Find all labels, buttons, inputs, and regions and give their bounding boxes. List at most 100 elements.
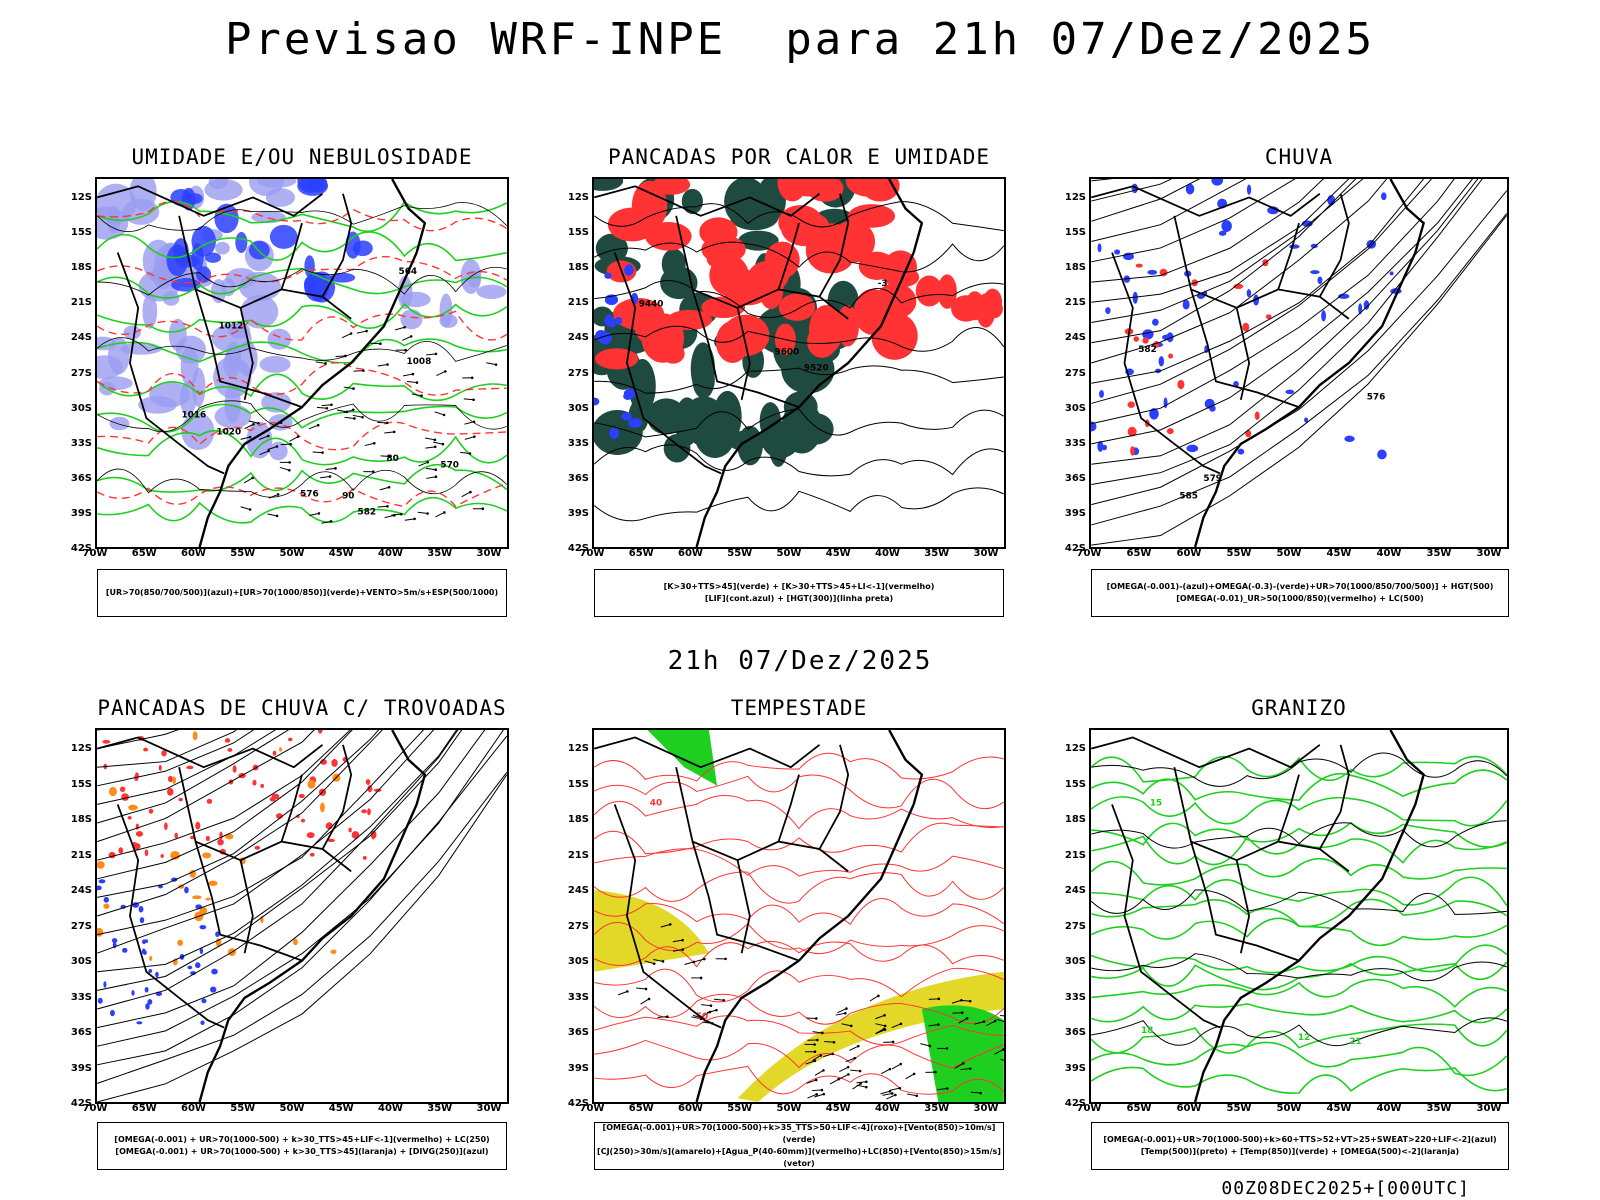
lat-tick-label: 36S	[567, 1027, 589, 1038]
contour-label: 9600	[775, 347, 800, 357]
wind-vector	[856, 1084, 867, 1088]
contour-label: 579	[1203, 474, 1222, 484]
wind-vector	[905, 1073, 915, 1080]
divergence-area	[142, 939, 146, 945]
wind-vector	[433, 441, 443, 445]
state-border	[239, 860, 254, 954]
map-trovoadas	[95, 728, 509, 1104]
thunder-red	[127, 815, 132, 820]
rain-area	[1130, 446, 1135, 456]
wind-vector	[433, 445, 437, 449]
thunder-orange	[103, 903, 110, 909]
wind-vector	[461, 491, 471, 498]
state-border	[594, 736, 821, 769]
thunder-red	[119, 786, 126, 793]
temperature-850-contour	[1091, 1023, 1507, 1054]
convection-area	[777, 179, 808, 202]
streamline	[97, 730, 383, 917]
wind-vector	[882, 1092, 893, 1096]
humidity-core	[235, 231, 248, 253]
lat-tick-label: 24S	[1064, 332, 1086, 344]
temperature-850-contour	[1091, 917, 1507, 947]
lat-tick-label: 33S	[1064, 437, 1086, 449]
wind-vector	[937, 997, 941, 1001]
thickness-contour	[97, 310, 507, 341]
thunder-red	[160, 854, 164, 858]
divergence-area	[110, 1009, 115, 1017]
wind-vector	[248, 435, 252, 439]
temperature-850-contour	[1091, 876, 1507, 907]
wind-vector	[701, 1004, 712, 1007]
streamline	[97, 730, 459, 1010]
wind-vector	[813, 1043, 816, 1046]
lon-tick-label: 65W	[1126, 548, 1152, 559]
divergence-area	[199, 924, 207, 930]
height-contour	[594, 444, 1004, 477]
contour-label: 1016	[181, 410, 206, 420]
wind-vector	[352, 414, 363, 418]
lat-tick-label: 12S	[567, 743, 589, 754]
lat-tick-label: 15S	[1064, 227, 1086, 239]
omega-area	[1246, 289, 1252, 298]
wind-vector	[316, 423, 320, 427]
height-line	[1091, 179, 1114, 182]
omega-area	[1158, 356, 1165, 367]
lat-tick-label: 15S	[567, 227, 589, 239]
wind-vector	[240, 436, 251, 440]
panel-title-granizo: GRANIZO	[1251, 696, 1347, 720]
temperature-850-contour	[1091, 898, 1507, 928]
green-contour	[97, 338, 507, 364]
wind-vector	[865, 1080, 868, 1084]
thunder-red	[320, 759, 327, 765]
temperature-850-contour	[1091, 835, 1507, 866]
wind-vector	[275, 445, 279, 448]
state-border	[691, 289, 800, 408]
wind-vector	[352, 387, 355, 390]
wind-vector	[996, 1018, 1004, 1023]
thunder-red	[144, 849, 149, 857]
divergence-area	[144, 986, 149, 993]
temperature-500-contour	[1091, 889, 1507, 915]
wind-vector	[411, 372, 415, 376]
wind-vector	[815, 1017, 818, 1020]
height-contour	[594, 487, 1004, 522]
lon-tick-label: 35W	[924, 1103, 950, 1114]
divergence-area	[122, 947, 128, 953]
state-border	[116, 804, 225, 1029]
thickness-contour	[97, 362, 507, 396]
wind-vector	[494, 363, 498, 366]
map-graphic-pancadas-calor: 9600 9520 9440 -3	[594, 179, 1004, 547]
rain-area	[1166, 428, 1174, 435]
wind-vector	[1001, 1048, 1004, 1051]
map-chuva: 585 582 579 576	[1089, 177, 1509, 549]
lat-tick-label: 33S	[567, 991, 589, 1003]
legend-pancadas-calor: [K>30+TTS>45](verde) + [K>30+TTS>45+LI<-…	[594, 569, 1004, 617]
lon-tick-label: 65W	[131, 1103, 157, 1114]
thunder-red	[167, 775, 173, 783]
map-granizo: 12 15 18 21	[1089, 728, 1509, 1104]
wind-vector	[252, 422, 255, 426]
thunder-red	[317, 730, 323, 734]
precipitable-water-contour	[594, 898, 1004, 926]
omega-area	[1211, 179, 1224, 186]
wind-vector	[441, 442, 445, 446]
lat-tick-label: 21S	[1064, 849, 1086, 861]
lon-tick-label: 30W	[1476, 1103, 1502, 1114]
lat-tick-label: 39S	[1064, 507, 1086, 519]
lat-tick-label: 27S	[567, 367, 589, 379]
thunder-orange	[192, 895, 202, 900]
wind-vector	[321, 451, 324, 454]
precipitable-water-contour	[594, 921, 1004, 955]
thunder-red	[306, 832, 315, 839]
wind-vector	[481, 507, 485, 510]
jet-area	[737, 971, 1004, 1102]
wind-vector	[468, 452, 472, 455]
streamline	[97, 730, 463, 991]
thunder-red	[325, 822, 333, 830]
thunder-orange	[202, 852, 212, 859]
wind-vector	[267, 513, 278, 517]
precipitable-water-contour	[594, 940, 1004, 968]
convection-area	[699, 217, 738, 247]
wind-vector	[379, 342, 382, 345]
streamline	[97, 730, 425, 936]
